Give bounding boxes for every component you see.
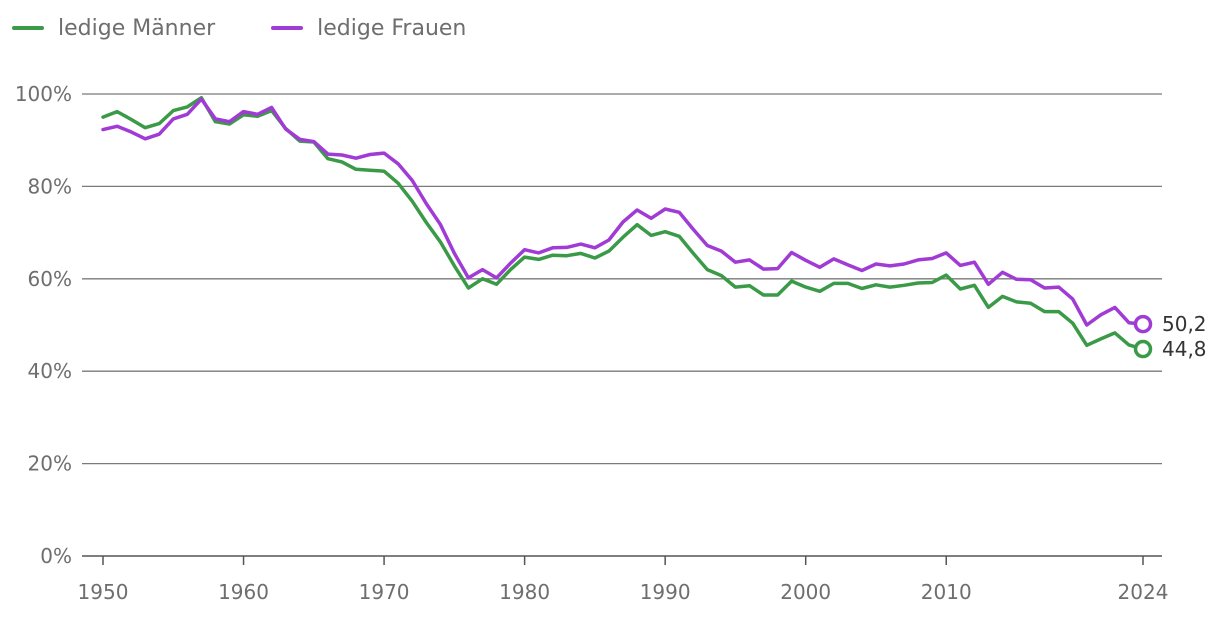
y-tick-label-100: 100%: [15, 82, 72, 106]
legend: ledige Männer ledige Frauen: [12, 12, 522, 44]
y-tick-label-80: 80%: [28, 174, 72, 198]
end-marker-women: [1133, 314, 1153, 334]
y-tick-label-40: 40%: [28, 359, 72, 383]
x-tick-label-2024: 2024: [1118, 580, 1169, 604]
end-marker-men: [1133, 339, 1153, 359]
legend-label-women: ledige Frauen: [317, 15, 467, 41]
x-tick-label-1950: 1950: [78, 580, 129, 604]
x-tick-label-1970: 1970: [359, 580, 410, 604]
y-tick-label-60: 60%: [28, 267, 72, 291]
end-label-women: 50,2: [1162, 312, 1207, 336]
legend-swatch-men: [12, 26, 44, 30]
legend-label-men: ledige Männer: [58, 15, 216, 41]
legend-swatch-women: [271, 26, 304, 30]
x-tick-label-2000: 2000: [780, 580, 831, 604]
x-tick-label-2010: 2010: [921, 580, 972, 604]
end-label-men: 44,8: [1162, 337, 1207, 361]
x-tick-label-1990: 1990: [640, 580, 691, 604]
y-tick-label-20: 20%: [28, 452, 72, 476]
y-tick-label-0: 0%: [40, 544, 72, 568]
x-tick-label-1980: 1980: [499, 580, 550, 604]
legend-item-women[interactable]: ledige Frauen: [271, 16, 466, 41]
legend-item-men[interactable]: ledige Männer: [12, 16, 215, 41]
series-line-women: [101, 97, 1145, 327]
x-tick-label-1960: 1960: [218, 580, 269, 604]
